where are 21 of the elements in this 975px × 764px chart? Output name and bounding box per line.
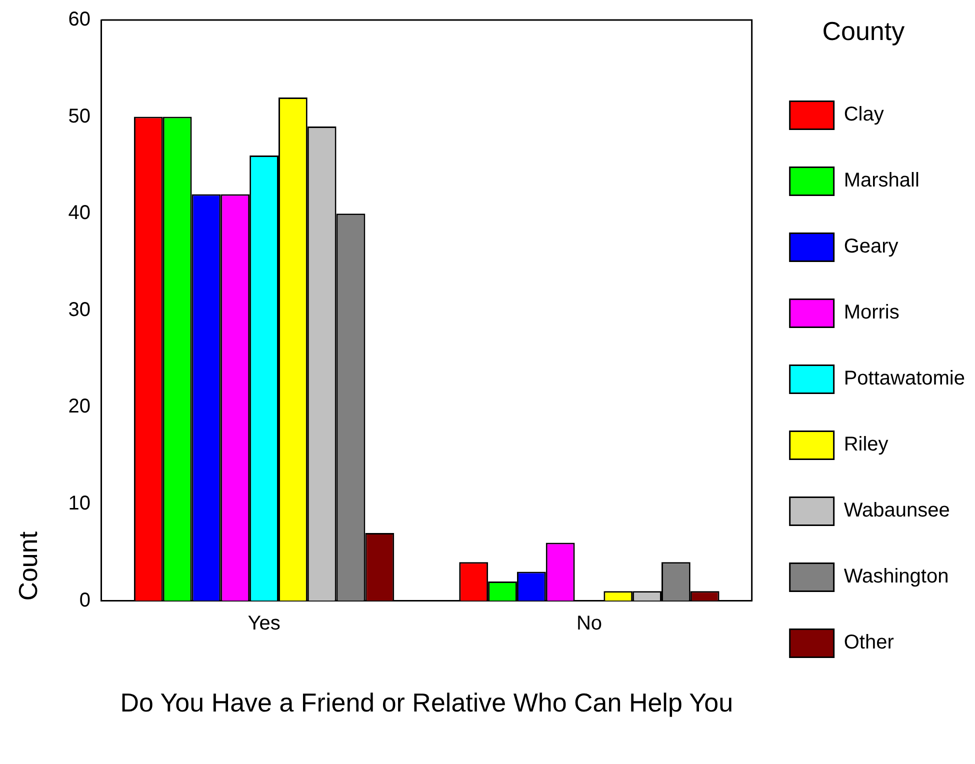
legend-label: Geary — [844, 236, 898, 258]
y-tick-label: 50 — [68, 105, 90, 128]
legend-label: Other — [844, 632, 894, 654]
legend-label: Morris — [844, 302, 900, 324]
legend-label: Clay — [844, 104, 884, 126]
y-tick-label: 30 — [68, 298, 90, 321]
x-axis-title: Do You Have a Friend or Relative Who Can Help You — [120, 688, 734, 718]
legend-label: Marshall — [844, 170, 920, 192]
legend-label: Riley — [844, 434, 888, 456]
y-tick-label: 10 — [68, 492, 90, 515]
legend-label: Pottawatomie — [844, 368, 965, 390]
legend-label: Washington — [844, 566, 949, 588]
x-tick-label: Yes — [248, 612, 280, 634]
x-tick-label: No — [576, 612, 602, 634]
y-tick-label: 0 — [79, 589, 90, 612]
y-tick-label: 20 — [68, 396, 90, 418]
legend-title: County — [822, 16, 905, 46]
y-tick-label: 60 — [68, 8, 90, 31]
legend-label: Wabaunsee — [844, 500, 950, 522]
y-tick-label: 40 — [68, 202, 90, 224]
y-axis-title: Count — [12, 530, 43, 601]
